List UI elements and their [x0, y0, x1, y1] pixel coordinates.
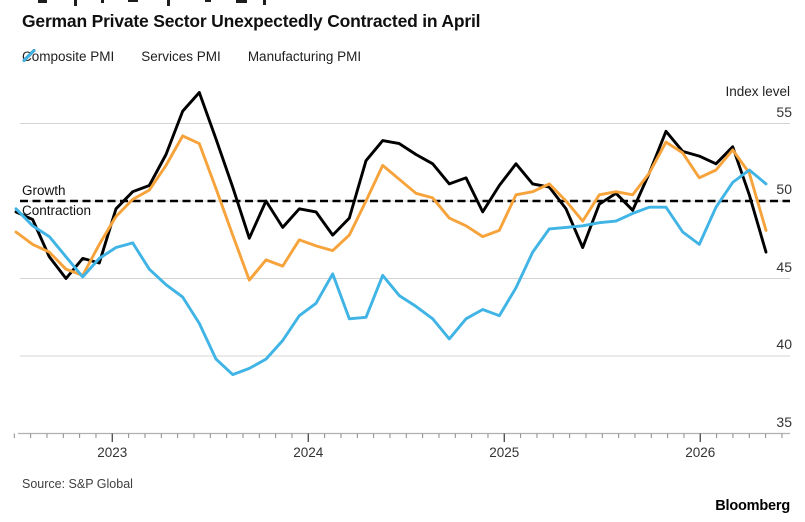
contraction-annotation: Contraction — [22, 203, 92, 218]
source-note: Source: S&P Global — [22, 477, 133, 491]
bloomberg-logo: Bloomberg — [715, 498, 790, 514]
legend-item-services: Services PMI — [22, 49, 221, 64]
legend-label: Composite PMI — [22, 49, 115, 64]
y-tick-label: 50 — [776, 181, 792, 197]
manufacturing-line-icon — [22, 49, 36, 62]
x-tick-label: 2025 — [489, 445, 520, 460]
legend-label: Services PMI — [141, 49, 221, 64]
services-pmi-line — [14, 91, 768, 280]
y-tick-label: 40 — [776, 336, 792, 352]
y-tick-label: 35 — [776, 413, 792, 430]
legend-label: Manufacturing PMI — [247, 49, 362, 64]
y-tick-label: 55 — [776, 103, 792, 120]
chart-title: German Private Sector Unexpectedly Contr… — [22, 11, 481, 31]
growth-annotation: Growth — [22, 183, 66, 198]
legend-item-manufacturing: Manufacturing PMI — [22, 49, 362, 64]
chart-legend: Composite PMI Services PMI Manufacturing… — [22, 49, 361, 64]
y-axis-title: Index level — [725, 84, 790, 99]
x-tick-label: 2026 — [685, 445, 716, 460]
x-tick-label: 2023 — [97, 445, 128, 460]
y-tick-label: 45 — [776, 258, 792, 275]
x-tick-label: 2024 — [293, 445, 324, 460]
composite-pmi-line — [14, 134, 768, 282]
manufacturing-pmi-line — [14, 168, 768, 377]
